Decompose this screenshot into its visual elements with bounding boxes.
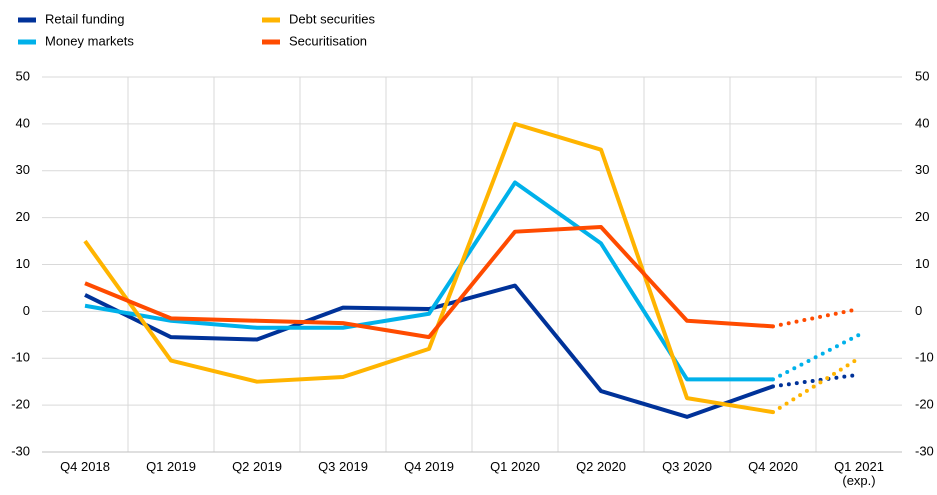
y2-tick-label: -20 [915,397,934,412]
series-line [84,180,773,382]
y2-tick-label: 0 [915,303,922,318]
x-tick-label: Q2 2020 [576,459,626,474]
x-tick-label: Q4 2020 [748,459,798,474]
series-line-expected [771,356,861,415]
x-tick-label: Q4 2018 [60,459,110,474]
y2-tick-label: 20 [915,209,929,224]
y-tick-label: 30 [16,162,30,177]
legend-label: Retail funding [45,11,125,26]
x-tick-label: Q1 2021 (exp.) [834,459,884,488]
series-line-expected [771,307,861,329]
legend-label: Securitisation [289,33,367,48]
y-tick-label: -30 [11,443,30,458]
series-line [84,283,774,419]
y-tick-label: -10 [11,350,30,365]
y-tick-label: 0 [23,303,30,318]
y2-tick-label: -30 [915,443,934,458]
x-tick-label: Q4 2019 [404,459,454,474]
y2-tick-label: -10 [915,350,934,365]
series-line-expected [771,332,861,382]
legend-label: Debt securities [289,11,375,26]
y2-tick-label: 10 [915,256,929,271]
series-line [83,121,774,415]
x-tick-label: Q2 2019 [232,459,282,474]
y2-tick-label: 50 [915,68,929,83]
series-line-expected [771,372,861,389]
y-tick-label: 10 [16,256,30,271]
y-tick-label: 40 [16,115,30,130]
y-tick-label: 20 [16,209,30,224]
x-tick-label: Q1 2020 [490,459,540,474]
series-line [84,225,774,340]
y2-tick-label: 40 [915,115,929,130]
x-tick-label: Q3 2019 [318,459,368,474]
y-tick-label: -20 [11,397,30,412]
x-tick-label: Q1 2019 [146,459,196,474]
legend-label: Money markets [45,33,134,48]
y-tick-label: 50 [16,68,30,83]
x-tick-label: Q3 2020 [662,459,712,474]
y2-tick-label: 30 [915,162,929,177]
